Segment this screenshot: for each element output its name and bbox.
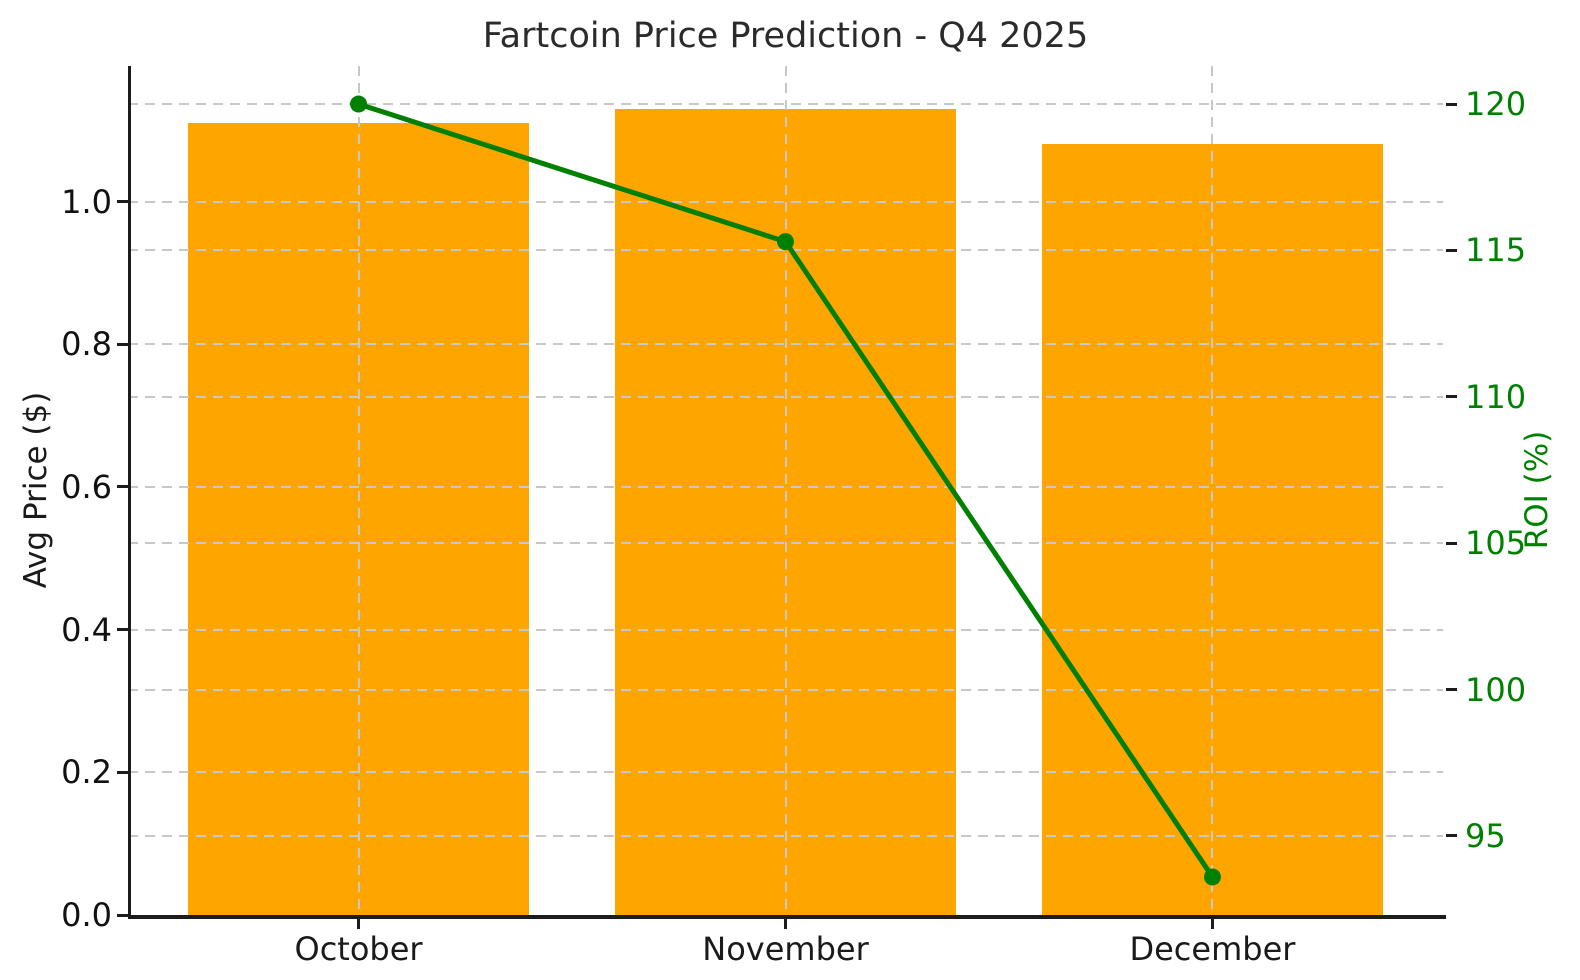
gridline-vertical <box>1211 66 1214 915</box>
right-tick <box>1446 102 1457 106</box>
y-tick-label-left: 1.0 <box>61 182 112 221</box>
x-tick-label-october: October <box>294 930 423 968</box>
gridline-vertical <box>357 66 360 915</box>
left-tick <box>117 913 128 917</box>
y-tick-label-left: 0.4 <box>61 610 112 649</box>
right-tick <box>1446 395 1457 399</box>
y-tick-label-left: 0.8 <box>61 325 112 364</box>
y-tick-label-right: 115 <box>1465 231 1527 270</box>
y-tick-label-right: 95 <box>1465 816 1506 855</box>
gridline-vertical <box>784 66 787 915</box>
roi-line <box>356 101 1215 880</box>
roi-marker-december <box>1203 868 1221 886</box>
right-tick <box>1446 834 1457 838</box>
left-tick <box>117 770 128 774</box>
roi-marker-october <box>350 95 368 113</box>
right-tick <box>1446 541 1457 545</box>
y-tick-label-left: 0.2 <box>61 753 112 792</box>
y-tick-label-right: 110 <box>1465 377 1527 416</box>
left-tick <box>117 628 128 632</box>
x-tick-label-november: November <box>702 930 869 968</box>
roi-marker-november <box>777 233 794 251</box>
right-tick <box>1446 688 1457 692</box>
y-tick-label-right: 100 <box>1465 670 1527 709</box>
left-tick <box>117 342 128 346</box>
left-tick <box>117 485 128 489</box>
bottom-spine <box>128 915 1446 919</box>
y-tick-label-right: 120 <box>1465 85 1527 124</box>
y-tick-label-left: 0.6 <box>61 467 112 506</box>
x-tick-label-december: December <box>1129 930 1296 968</box>
left-spine <box>128 66 131 919</box>
y-tick-label-left: 0.0 <box>61 896 112 934</box>
x-tick <box>1210 919 1214 929</box>
x-tick <box>784 919 787 929</box>
chart-title: Fartcoin Price Prediction - Q4 2025 <box>482 16 1089 56</box>
x-tick <box>357 919 361 929</box>
left-tick <box>117 200 128 204</box>
right-tick <box>1446 248 1457 252</box>
y-tick-label-right: 105 <box>1465 524 1527 563</box>
